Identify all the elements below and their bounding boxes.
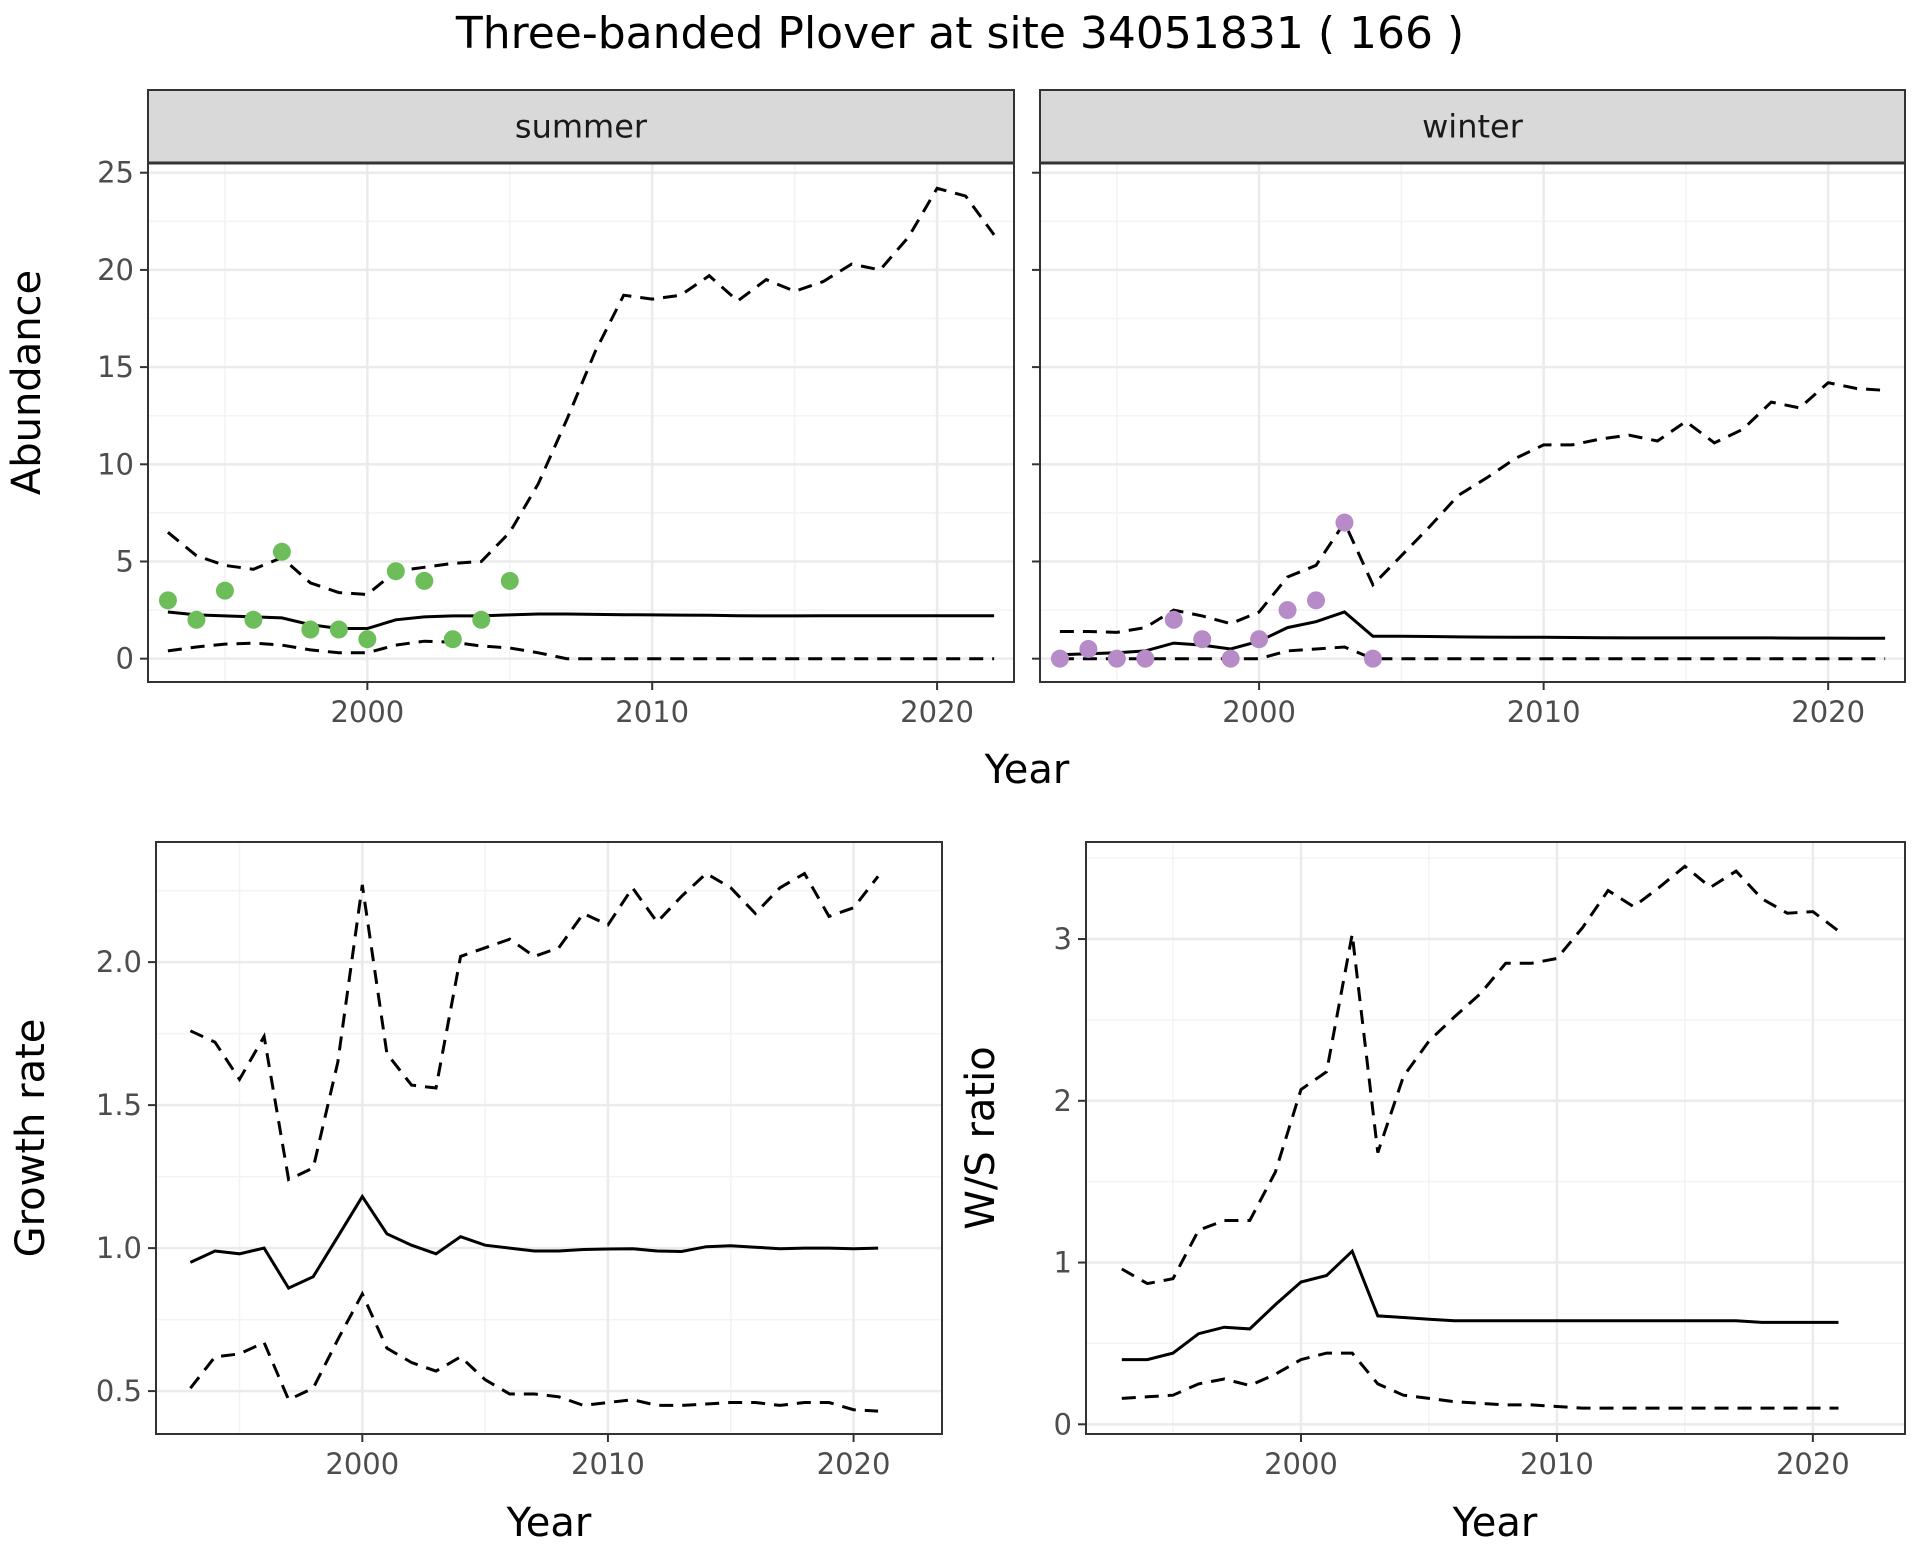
x-axis-title: Year xyxy=(1452,1500,1538,1546)
panel-summer: summer 2000 2010 2020 0 5 10 15 20 25 Abundance xyxy=(4,89,1015,729)
y-tick-label: 15 xyxy=(97,350,134,384)
data-point xyxy=(472,610,491,629)
mean-line xyxy=(167,610,995,630)
x-tick-label: 2000 xyxy=(1264,1447,1338,1481)
facet-strip xyxy=(147,89,1015,164)
x-tick-label: 2020 xyxy=(1791,695,1865,729)
data-point xyxy=(1107,649,1126,668)
y-tick-label: 10 xyxy=(97,447,134,481)
y-tick-label: 1 xyxy=(1054,1246,1072,1280)
x-axis-title: Year xyxy=(984,747,1070,793)
data-point xyxy=(1050,649,1069,668)
lower-bound-line xyxy=(189,1290,879,1413)
y-tick-label: 3 xyxy=(1054,922,1072,956)
data-point xyxy=(1307,591,1326,610)
facet-strip xyxy=(1039,89,1906,164)
x-tick-label: 2000 xyxy=(330,695,404,729)
data-point xyxy=(1221,649,1240,668)
x-tick-label: 2020 xyxy=(1776,1447,1850,1481)
mean-line xyxy=(189,1193,879,1291)
data-point xyxy=(500,571,519,590)
data-point xyxy=(158,591,177,610)
data-point xyxy=(1278,601,1297,620)
y-tick-label: 2 xyxy=(1054,1084,1072,1118)
data-point xyxy=(1250,630,1269,649)
y-tick-label: 1.0 xyxy=(96,1231,142,1265)
y-tick-label: 0 xyxy=(1054,1407,1072,1441)
x-tick-label: 2010 xyxy=(571,1447,645,1481)
upper-bound-line xyxy=(166,186,996,597)
x-tick-label: 2020 xyxy=(817,1447,891,1481)
data-point xyxy=(1136,649,1155,668)
y-tick-label: 0 xyxy=(116,642,134,676)
lower-bound-line xyxy=(1059,645,1886,661)
facet-label: winter xyxy=(1422,108,1524,146)
y-tick-label: 1.5 xyxy=(96,1088,142,1122)
panel-border xyxy=(1039,162,1906,683)
y-axis-title: Abundance xyxy=(4,270,50,495)
data-point xyxy=(386,562,405,581)
panel-growth: 2000 2010 2020 0.5 1.0 1.5 2.0 Growth rate xyxy=(8,841,943,1481)
x-tick-label: 2010 xyxy=(1520,1447,1594,1481)
data-point xyxy=(215,581,234,600)
y-tick-label: 2.0 xyxy=(96,945,142,979)
y-axis-title: W/S ratio xyxy=(958,1046,1004,1229)
lower-bound-line xyxy=(167,639,995,661)
panel-border xyxy=(1085,841,1906,1435)
panel-ratio: 2000 2010 2020 0 1 2 3 W/S ratio xyxy=(958,841,1906,1481)
x-tick-label: 2000 xyxy=(325,1447,399,1481)
facet-label: summer xyxy=(515,108,648,146)
data-point xyxy=(1079,639,1098,658)
x-tick-label: 2010 xyxy=(615,695,689,729)
y-axis-title: Growth rate xyxy=(8,1019,54,1258)
upper-bound-line xyxy=(1059,381,1886,634)
data-point xyxy=(1363,649,1382,668)
data-point xyxy=(358,630,377,649)
data-point xyxy=(244,610,263,629)
panel-winter: winter 2000 2010 2020 xyxy=(1032,89,1906,729)
figure-title: Three-banded Plover at site 34051831 ( 1… xyxy=(455,8,1464,59)
x-tick-label: 2000 xyxy=(1222,695,1296,729)
x-axis-title: Year xyxy=(506,1500,592,1546)
data-point xyxy=(415,571,434,590)
upper-bound-line xyxy=(1121,864,1840,1286)
y-tick-label: 5 xyxy=(116,544,134,578)
data-point xyxy=(1164,610,1183,629)
panel-border xyxy=(147,162,1015,683)
y-tick-label: 20 xyxy=(97,253,134,287)
data-point xyxy=(301,620,320,639)
x-tick-label: 2020 xyxy=(900,695,974,729)
data-point xyxy=(443,630,462,649)
data-point xyxy=(272,542,291,561)
data-point xyxy=(187,610,206,629)
x-tick-label: 2010 xyxy=(1507,695,1581,729)
data-point xyxy=(329,620,348,639)
lower-bound-line xyxy=(1121,1351,1839,1410)
panel-border xyxy=(155,841,943,1435)
mean-line xyxy=(1059,610,1886,657)
y-tick-label: 25 xyxy=(97,156,134,190)
upper-bound-line xyxy=(189,871,880,1182)
mean-line xyxy=(1121,1248,1839,1362)
data-point xyxy=(1335,513,1354,532)
y-tick-label: 0.5 xyxy=(96,1374,142,1408)
data-point xyxy=(1193,630,1212,649)
